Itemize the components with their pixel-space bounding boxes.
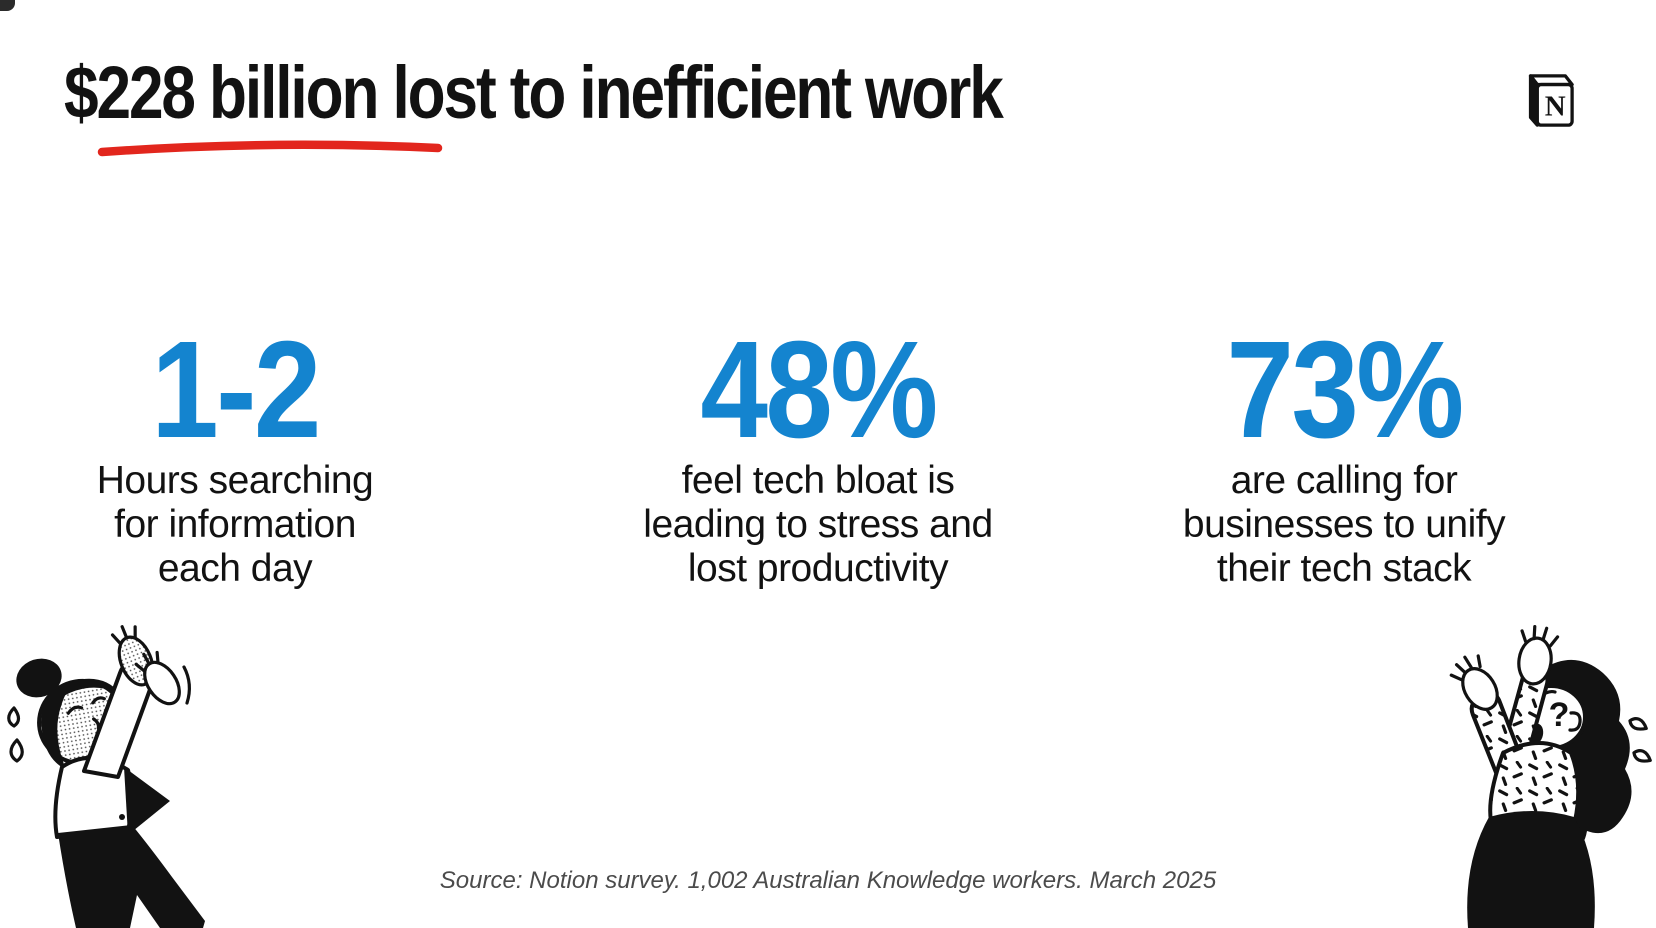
notion-cube-front-face (1535, 82, 1574, 127)
underline-stroke (97, 140, 443, 157)
stats-row: 1-2 Hours searching for information each… (0, 321, 1656, 601)
page-title: $228 billion lost to inefficient work (64, 51, 1004, 134)
window-corner-artifact (0, 0, 15, 11)
notion-logo-letter: N (1545, 91, 1566, 123)
stat-caption: Hours searching for information each day (96, 459, 374, 590)
ear (1568, 711, 1582, 732)
pants (58, 825, 205, 928)
stat-value: 48% (700, 313, 938, 467)
blouse (1488, 741, 1581, 823)
stat-column-unify-stack: 73% are calling for businesses to unify … (1134, 321, 1554, 591)
stat-value: 73% (1226, 313, 1464, 467)
sweat-drop-icon (7, 706, 21, 728)
stat-column-tech-bloat: 48% feel tech bloat is leading to stress… (608, 321, 1028, 591)
stat-caption: are calling for businesses to unify thei… (1182, 459, 1506, 590)
source-note: Source: Notion survey. 1,002 Australian … (439, 867, 1217, 894)
jacket-lapel (124, 767, 170, 835)
sweat-drop-icon (1632, 749, 1652, 763)
stat-caption: feel tech bloat is leading to stress and… (643, 459, 993, 590)
hand (134, 650, 181, 706)
notion-logo-icon: N (1528, 74, 1574, 127)
motion-line (182, 665, 191, 705)
stat-value: 1-2 (151, 313, 321, 467)
title-underline-accent (97, 140, 443, 157)
hand (1517, 625, 1560, 686)
sweat-drop-icon (9, 738, 24, 763)
hair-bun (16, 658, 62, 698)
stat-column-hours: 1-2 Hours searching for information each… (25, 321, 445, 591)
skirt (1467, 811, 1595, 928)
hand (1449, 654, 1499, 711)
sweat-drop-icon (1628, 717, 1648, 731)
illustration-distressed-person-icon (7, 625, 205, 928)
question-mark-glyph: ? (1549, 696, 1570, 734)
illustration-confused-woman-icon: ? (1449, 625, 1652, 928)
